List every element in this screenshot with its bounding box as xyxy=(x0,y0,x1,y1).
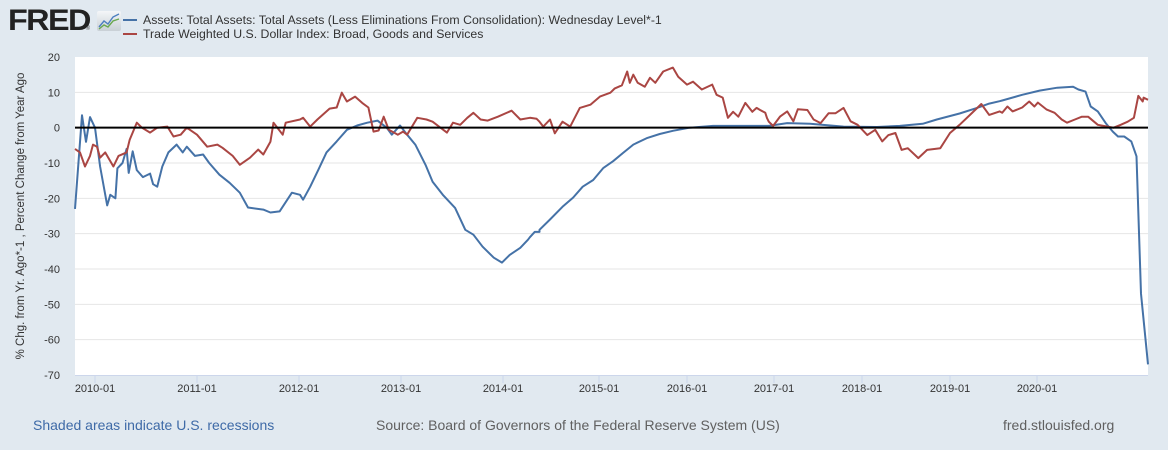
x-tick-label: 2014-01 xyxy=(483,383,523,395)
y-tick-label: -70 xyxy=(44,370,60,382)
recessions-note-link[interactable]: Shaded areas indicate U.S. recessions xyxy=(33,417,275,433)
y-axis-ticks: 20 10 0 -10 -20 -30 -40 -50 -60 -70 xyxy=(44,52,60,382)
logo-registered-mark: ® xyxy=(85,26,91,32)
y-tick-label: -30 xyxy=(44,229,60,241)
x-tick-label: 2016-01 xyxy=(667,383,707,395)
series-line-dollar-index xyxy=(74,66,1149,168)
series-line-total-assets xyxy=(74,85,1149,365)
x-tick-label: 2012-01 xyxy=(279,383,319,395)
site-link[interactable]: fred.stlouisfed.org xyxy=(1003,417,1115,433)
line-chart: 20 10 0 -10 -20 -30 -40 -50 -60 -70 2010-01 2011-0… xyxy=(15,52,1149,395)
x-tick-label: 2019-01 xyxy=(930,383,970,395)
series-lines xyxy=(74,66,1149,365)
y-tick-label: -50 xyxy=(44,299,60,311)
x-tick-label: 2010-01 xyxy=(75,383,115,395)
y-tick-label: 20 xyxy=(48,52,60,64)
logo-text: FRED xyxy=(8,4,91,37)
x-tick-label: 2017-01 xyxy=(754,383,794,395)
y-tick-label: -20 xyxy=(44,193,60,205)
x-tick-label: 2020-01 xyxy=(1017,383,1057,395)
y-tick-label: 10 xyxy=(48,87,60,99)
chart-legend: Assets: Total Assets: Total Assets (Less… xyxy=(123,13,662,41)
line-chart-icon xyxy=(97,11,122,31)
legend-swatch-blue xyxy=(123,19,137,21)
x-tick-label: 2013-01 xyxy=(381,383,421,395)
legend-item-dollar-index[interactable]: Trade Weighted U.S. Dollar Index: Broad,… xyxy=(123,27,662,41)
y-tick-label: -60 xyxy=(44,335,60,347)
source-text: Source: Board of Governors of the Federa… xyxy=(376,417,780,433)
fred-logo[interactable]: FRED ® xyxy=(8,4,122,37)
y-tick-label: 0 xyxy=(54,123,60,135)
x-tick-label: 2018-01 xyxy=(842,383,882,395)
y-axis-label: % Chg. from Yr. Ago*-1 , Percent Change … xyxy=(15,73,27,360)
legend-item-total-assets[interactable]: Assets: Total Assets: Total Assets (Less… xyxy=(123,13,662,27)
x-tick-label: 2011-01 xyxy=(177,383,217,395)
x-tick-label: 2015-01 xyxy=(579,383,619,395)
y-tick-label: -40 xyxy=(44,264,60,276)
y-tick-label: -10 xyxy=(44,158,60,170)
legend-label: Trade Weighted U.S. Dollar Index: Broad,… xyxy=(143,27,484,41)
legend-label: Assets: Total Assets: Total Assets (Less… xyxy=(143,13,662,27)
x-axis-ticks: 2010-01 2011-01 2012-01 2013-01 2014-01 2015-… xyxy=(75,375,1148,395)
legend-swatch-red xyxy=(123,33,137,35)
